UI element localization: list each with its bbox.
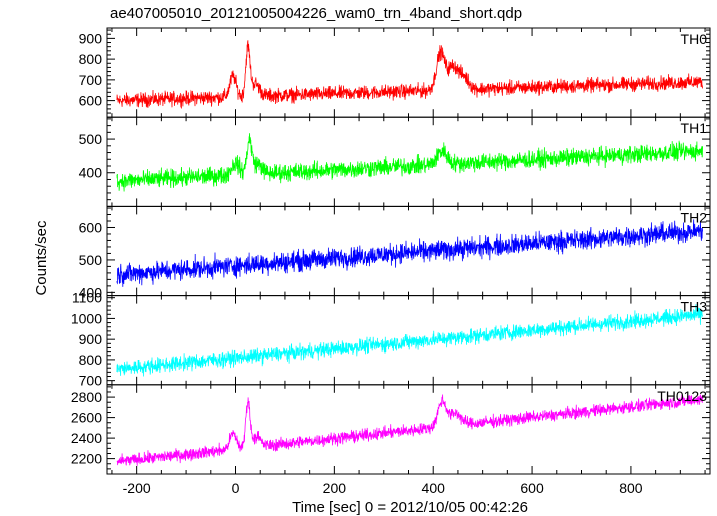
panel-frame: [106, 116, 711, 207]
y-tick-label: 2200: [71, 451, 102, 467]
x-tick-label: 400: [422, 480, 446, 496]
x-tick-label: 800: [619, 480, 643, 496]
panel-label-th0123: TH0123: [657, 388, 707, 404]
series-line-th2: [116, 219, 703, 287]
x-tick-label: 600: [520, 480, 544, 496]
y-tick-label: 2600: [71, 410, 102, 426]
chart-title: ae407005010_20121005004226_wam0_trn_4ban…: [110, 5, 522, 22]
panel-frame: [106, 27, 711, 118]
panel-label-th1: TH1: [681, 120, 708, 136]
panel-label-th2: TH2: [681, 209, 708, 225]
y-tick-label: 800: [79, 352, 103, 368]
x-tick-label: 0: [232, 480, 240, 496]
y-tick-label: 700: [79, 373, 103, 389]
y-tick-label: 400: [79, 284, 103, 300]
panel-th1: 400 500 TH1: [79, 116, 711, 207]
series-line-th1: [116, 133, 703, 192]
panel-label-th0: TH0: [681, 31, 708, 47]
panel-th3: 700 800 900 1000 1100 TH3: [71, 290, 711, 389]
y-tick-label: 500: [79, 252, 103, 268]
series-line-th3: [116, 304, 703, 377]
y-tick-label: 500: [79, 131, 103, 147]
y-tick-label: 900: [79, 30, 103, 46]
y-tick-label: 400: [79, 165, 103, 181]
y-tick-label: 700: [79, 72, 103, 88]
panel-th2: 400 500 600 TH2: [79, 205, 711, 300]
y-tick-label: 900: [79, 331, 103, 347]
chart-panels: 600 700 800 900 TH0 400 500 TH1 400 500 600 TH2 700 8…: [71, 27, 711, 496]
y-tick-label: 800: [79, 51, 103, 67]
y-tick-label: 1100: [72, 290, 102, 306]
y-tick-label: 600: [79, 93, 103, 109]
x-axis-label: Time [sec] 0 = 2012/10/05 00:42:26: [292, 499, 528, 516]
series-line-th0123: [116, 394, 703, 466]
x-tick-label: 200: [323, 480, 347, 496]
y-tick-label: 600: [79, 219, 103, 235]
series-line-th0: [116, 40, 703, 109]
panel-th0: 600 700 800 900 TH0: [79, 27, 711, 118]
x-tick-label: -200: [123, 480, 151, 496]
y-tick-label: 2400: [71, 430, 102, 446]
panel-th0123: 2200 2400 2600 2800 TH0123: [71, 384, 711, 475]
y-tick-label: 1000: [71, 310, 102, 326]
panel-label-th3: TH3: [681, 299, 708, 315]
y-tick-label: 2800: [71, 389, 102, 405]
y-axis-label: Counts/sec: [33, 220, 50, 296]
